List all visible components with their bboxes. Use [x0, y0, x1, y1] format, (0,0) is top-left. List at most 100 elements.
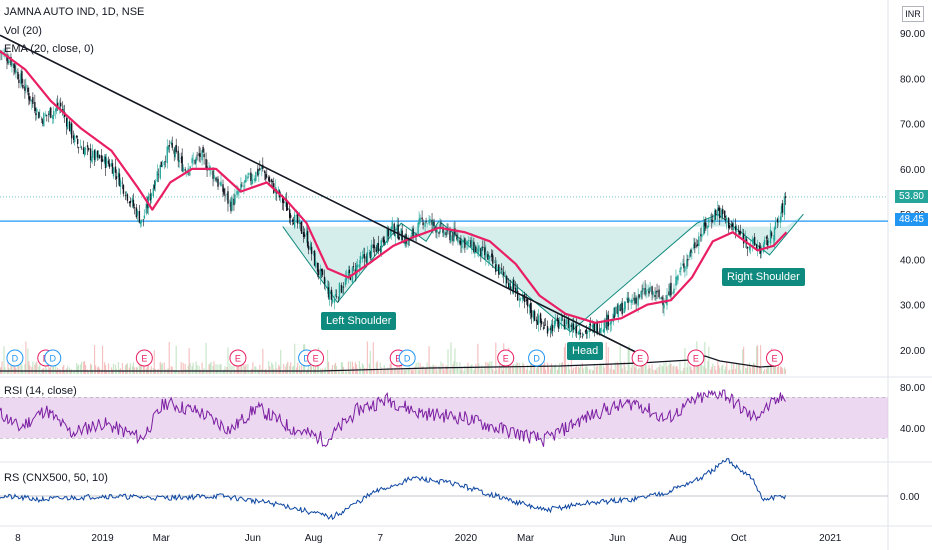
candle-body	[28, 92, 30, 100]
event-marker-d[interactable]: D	[44, 349, 62, 367]
currency-badge[interactable]: INR	[902, 6, 924, 22]
volume-bar	[53, 364, 55, 374]
candle-body	[368, 249, 371, 251]
volume-bar	[658, 366, 660, 374]
time-tick-label: 2019	[91, 533, 114, 544]
event-marker-e[interactable]: E	[687, 349, 705, 367]
volume-bar	[241, 361, 243, 374]
volume-bar	[163, 362, 165, 374]
volume-bar	[250, 370, 252, 374]
candle-body	[396, 224, 398, 233]
volume-bar	[623, 361, 625, 374]
volume-bar	[215, 364, 217, 374]
volume-bar	[680, 370, 682, 374]
candle-body	[536, 321, 539, 325]
candle-body	[245, 175, 247, 183]
candle-body	[726, 217, 728, 222]
volume-bar	[97, 366, 100, 374]
volume-bar	[645, 364, 647, 374]
volume-bar	[644, 364, 646, 374]
volume-bar	[345, 370, 348, 374]
candle-body	[39, 115, 41, 117]
time-tick-label: 2021	[819, 533, 842, 544]
event-marker-d[interactable]: D	[6, 349, 24, 367]
volume-bar	[114, 364, 117, 374]
candle-body	[216, 181, 218, 183]
trendline[interactable]	[0, 34, 637, 353]
volume-bar	[631, 361, 633, 374]
right-shoulder-label: Right Shoulder	[722, 268, 805, 286]
volume-bar	[781, 368, 784, 374]
event-marker-e[interactable]: E	[631, 349, 649, 367]
candle-body	[680, 266, 682, 270]
volume-bar	[6, 370, 8, 374]
volume-bar	[182, 362, 184, 374]
volume-bars[interactable]	[0, 341, 787, 374]
volume-bar	[421, 366, 423, 374]
volume-bar	[271, 362, 273, 374]
candle-body	[257, 168, 259, 176]
ema-line[interactable]	[0, 50, 788, 324]
rsi-line[interactable]	[0, 389, 786, 448]
volume-bar	[773, 363, 776, 374]
candle-body	[140, 219, 143, 223]
candle-body	[261, 166, 263, 169]
candle-body	[744, 236, 747, 243]
volume-bar	[348, 369, 351, 374]
volume-bar	[386, 368, 388, 374]
event-marker-e[interactable]: E	[135, 349, 153, 367]
volume-bar	[760, 368, 763, 374]
volume-bar	[735, 368, 737, 374]
candle-body	[732, 226, 735, 230]
event-marker-e[interactable]: E	[766, 349, 784, 367]
rs-line[interactable]	[0, 458, 786, 521]
candle-body	[24, 86, 26, 91]
time-tick-label: Jun	[609, 533, 625, 544]
ema-legend[interactable]: EMA (20, close, 0)	[4, 43, 94, 55]
candle-body	[689, 252, 691, 258]
volume-bar	[222, 370, 224, 374]
volume-bar	[153, 350, 155, 374]
candle-body	[781, 203, 784, 213]
event-marker-d[interactable]: D	[398, 349, 416, 367]
candle-body	[46, 114, 48, 116]
candle-body	[753, 236, 756, 246]
volume-bar	[550, 363, 553, 374]
volume-bar	[498, 368, 500, 374]
candle-body	[131, 198, 134, 202]
candle-body	[679, 270, 681, 273]
event-marker-e[interactable]: E	[497, 349, 515, 367]
volume-bar	[18, 365, 20, 374]
event-marker-d[interactable]: D	[528, 349, 546, 367]
volume-bar	[532, 363, 535, 374]
volume-bar	[384, 369, 386, 374]
volume-bar	[245, 364, 247, 374]
candle-body	[7, 61, 9, 64]
pattern-area[interactable]	[282, 214, 804, 332]
candle-body	[693, 244, 695, 249]
volume-bar	[616, 361, 618, 374]
volume-bar	[191, 365, 193, 374]
candle-body	[282, 196, 284, 203]
event-marker-e[interactable]: E	[229, 349, 247, 367]
rs-legend[interactable]: RS (CNX500, 50, 10)	[4, 472, 108, 484]
volume-bar	[112, 363, 115, 374]
candle-body	[419, 217, 421, 223]
candles[interactable]	[0, 48, 787, 340]
candle-body	[289, 215, 292, 218]
candle-body	[731, 223, 734, 227]
rsi-legend[interactable]: RSI (14, close)	[4, 385, 77, 397]
volume-bar	[143, 362, 145, 374]
vol-legend[interactable]: Vol (20)	[4, 25, 42, 37]
volume-bar	[159, 361, 161, 374]
candle-body	[529, 303, 532, 313]
event-marker-e[interactable]: E	[307, 349, 325, 367]
volume-bar	[202, 370, 204, 374]
candle-body	[585, 329, 588, 335]
time-tick-label: Jun	[245, 533, 261, 544]
volume-bar	[725, 366, 727, 374]
candle-body	[52, 115, 54, 120]
candle-body	[391, 221, 393, 230]
candle-body	[65, 117, 68, 127]
